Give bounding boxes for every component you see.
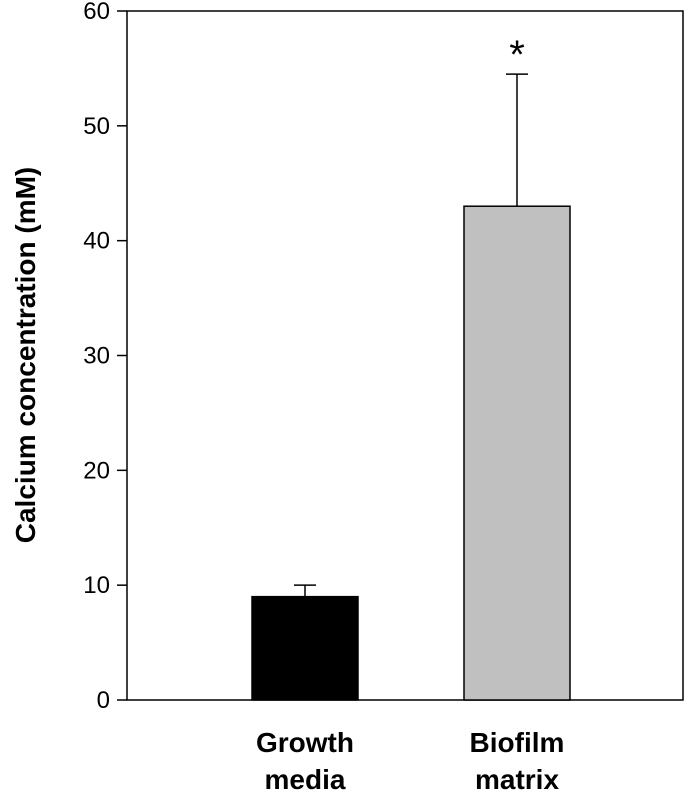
y-tick-label: 30 <box>83 343 110 370</box>
category-label-line: matrix <box>475 764 559 795</box>
category-label-line: media <box>265 764 346 795</box>
labels: Growth media Biofilm matrix * <box>256 33 564 795</box>
category-label-line: Biofilm <box>470 727 565 758</box>
y-axis-title: Calcium concentration (mM) <box>10 167 41 543</box>
plot-frame <box>126 10 684 701</box>
y-tick-label: 50 <box>83 113 110 140</box>
bars <box>251 205 571 701</box>
category-label: Growth media <box>256 727 354 795</box>
bar <box>463 205 571 701</box>
category-label: Biofilm matrix <box>470 727 565 795</box>
significance-asterisk: * <box>509 33 525 77</box>
category-label-line: Growth <box>256 727 354 758</box>
y-tick-label: 40 <box>83 228 110 255</box>
error-bars <box>294 73 528 597</box>
bar <box>251 595 359 701</box>
y-tick-label: 60 <box>83 0 110 25</box>
axes: 0 10 20 30 40 50 60 <box>83 0 684 714</box>
y-tick-label: 10 <box>83 572 110 599</box>
y-tick-label: 0 <box>97 687 110 714</box>
y-tick-label: 20 <box>83 457 110 484</box>
